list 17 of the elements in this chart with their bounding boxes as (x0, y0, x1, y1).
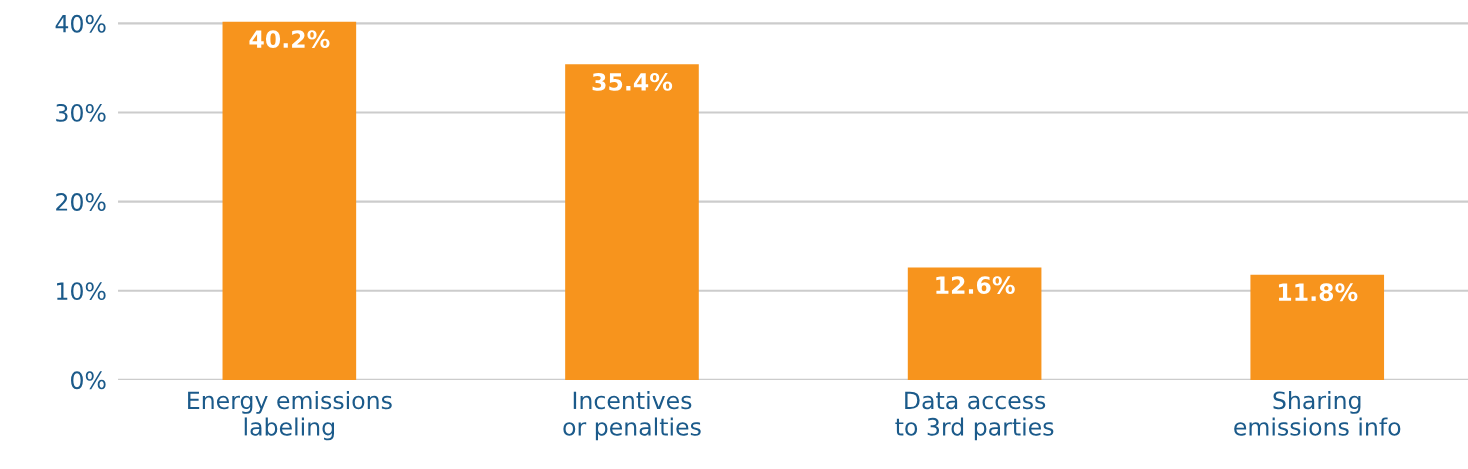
data-label: 35.4% (592, 72, 673, 91)
bar (565, 64, 699, 380)
x-tick-label: Incentives or penalties (563, 391, 701, 441)
bar (222, 21, 357, 380)
bar (907, 267, 1042, 380)
data-label: 11.8% (1278, 283, 1358, 302)
x-tick-label: Sharing emissions info (1234, 391, 1401, 436)
data-label: 40.2% (249, 30, 330, 49)
bar (1250, 274, 1385, 380)
y-tick-label: 30% (56, 103, 106, 122)
data-label: 12.6% (936, 276, 1015, 295)
y-tick-label: 10% (57, 282, 106, 301)
y-tick-label: 20% (56, 193, 106, 211)
x-tick-label: Energy emissions labeling (188, 391, 392, 441)
y-tick-label: 40% (55, 14, 106, 33)
y-tick-label: 0% (71, 371, 106, 390)
x-tick-label: Data access to 3rd parties (895, 391, 1054, 441)
